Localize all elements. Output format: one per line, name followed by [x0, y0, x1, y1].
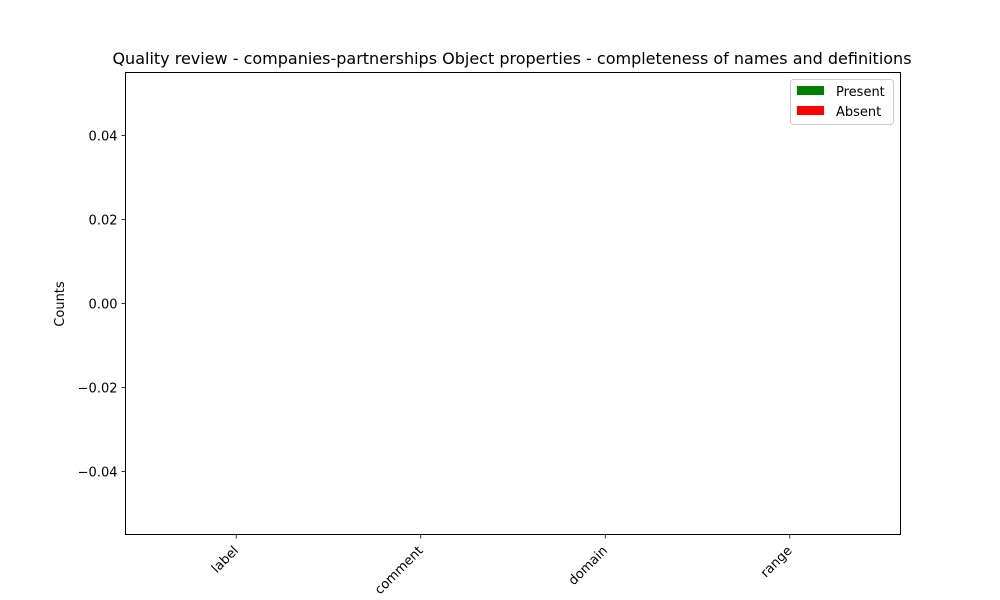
- y-axis: 0.04 0.02 0.00 −0.02 −0.04: [78, 130, 126, 481]
- y-tick-label: −0.02: [78, 382, 118, 397]
- x-tick-label-label: label: [209, 544, 242, 577]
- legend-swatch-absent: [797, 106, 824, 115]
- y-tick-label: −0.04: [78, 466, 118, 481]
- y-axis-label: Counts: [53, 281, 68, 327]
- legend-label-absent: Absent: [836, 105, 881, 120]
- x-tick-label-comment: comment: [372, 544, 426, 598]
- legend-label-present: Present: [836, 85, 885, 100]
- x-axis: label comment domain range: [209, 534, 795, 598]
- y-tick-label: 0.02: [89, 214, 118, 229]
- y-tick-label: 0.00: [89, 298, 118, 313]
- legend: Present Absent: [790, 79, 894, 125]
- plot-area-frame: [125, 72, 901, 535]
- x-tick-label-range: range: [758, 544, 795, 581]
- legend-swatch-present: [797, 86, 824, 95]
- chart-title: Quality review - companies-partnerships …: [112, 49, 911, 68]
- x-tick-label-domain: domain: [566, 544, 611, 589]
- y-tick-label: 0.04: [89, 130, 118, 145]
